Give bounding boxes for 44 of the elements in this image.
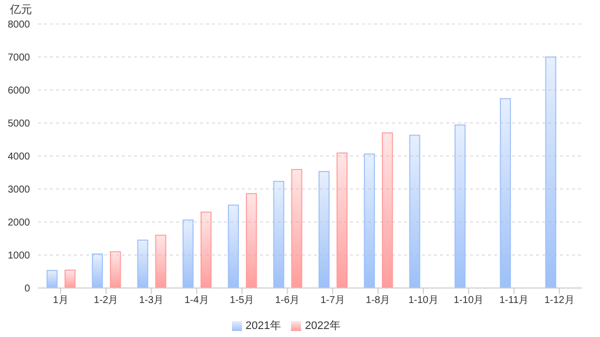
bar	[110, 251, 121, 288]
bar	[137, 240, 148, 288]
bar	[200, 212, 212, 288]
x-tick-label: 1-8月	[366, 295, 390, 306]
bar	[228, 204, 239, 288]
x-tick-label: 1-10月	[408, 295, 438, 306]
bar	[246, 193, 257, 288]
y-tick-label: 1000	[8, 250, 30, 262]
bar	[46, 270, 58, 288]
y-tick-label: 7000	[8, 52, 30, 64]
bar	[454, 124, 466, 288]
x-tick-label: 1-6月	[275, 295, 300, 306]
y-tick-label: 0	[24, 284, 30, 295]
x-tick-label: 1-10月	[454, 295, 484, 306]
y-tick-label: 5000	[8, 118, 30, 130]
bar	[409, 134, 420, 288]
y-tick-label: 6000	[8, 86, 30, 97]
bar	[273, 180, 284, 288]
y-tick-label: 2000	[8, 218, 30, 229]
x-tick-label: 1-11月	[499, 295, 529, 306]
bar	[64, 270, 76, 288]
y-tick-label: 8000	[8, 20, 30, 31]
y-tick-label: 4000	[8, 152, 30, 163]
bar	[545, 56, 556, 288]
x-tick-label: 1-2月	[94, 295, 118, 306]
bar	[182, 220, 194, 288]
bar	[318, 171, 330, 288]
x-tick-label: 1-5月	[230, 295, 254, 306]
legend-label: 2022年	[305, 320, 340, 332]
x-tick-label: 1-3月	[139, 295, 164, 306]
bar	[291, 169, 302, 288]
bar	[382, 132, 393, 288]
bar	[92, 254, 103, 288]
bar	[155, 234, 166, 288]
bar	[336, 152, 348, 288]
y-axis-title: 亿元	[10, 3, 32, 17]
bar	[364, 154, 375, 288]
x-tick-label: 1-7月	[320, 295, 345, 306]
x-tick-label: 1-4月	[184, 295, 209, 306]
legend-label: 2021年	[246, 320, 281, 332]
bar	[500, 98, 511, 288]
x-tick-label: 1-12月	[544, 295, 574, 306]
y-tick-label: 3000	[8, 184, 30, 196]
x-tick-label: 1月	[52, 295, 68, 306]
